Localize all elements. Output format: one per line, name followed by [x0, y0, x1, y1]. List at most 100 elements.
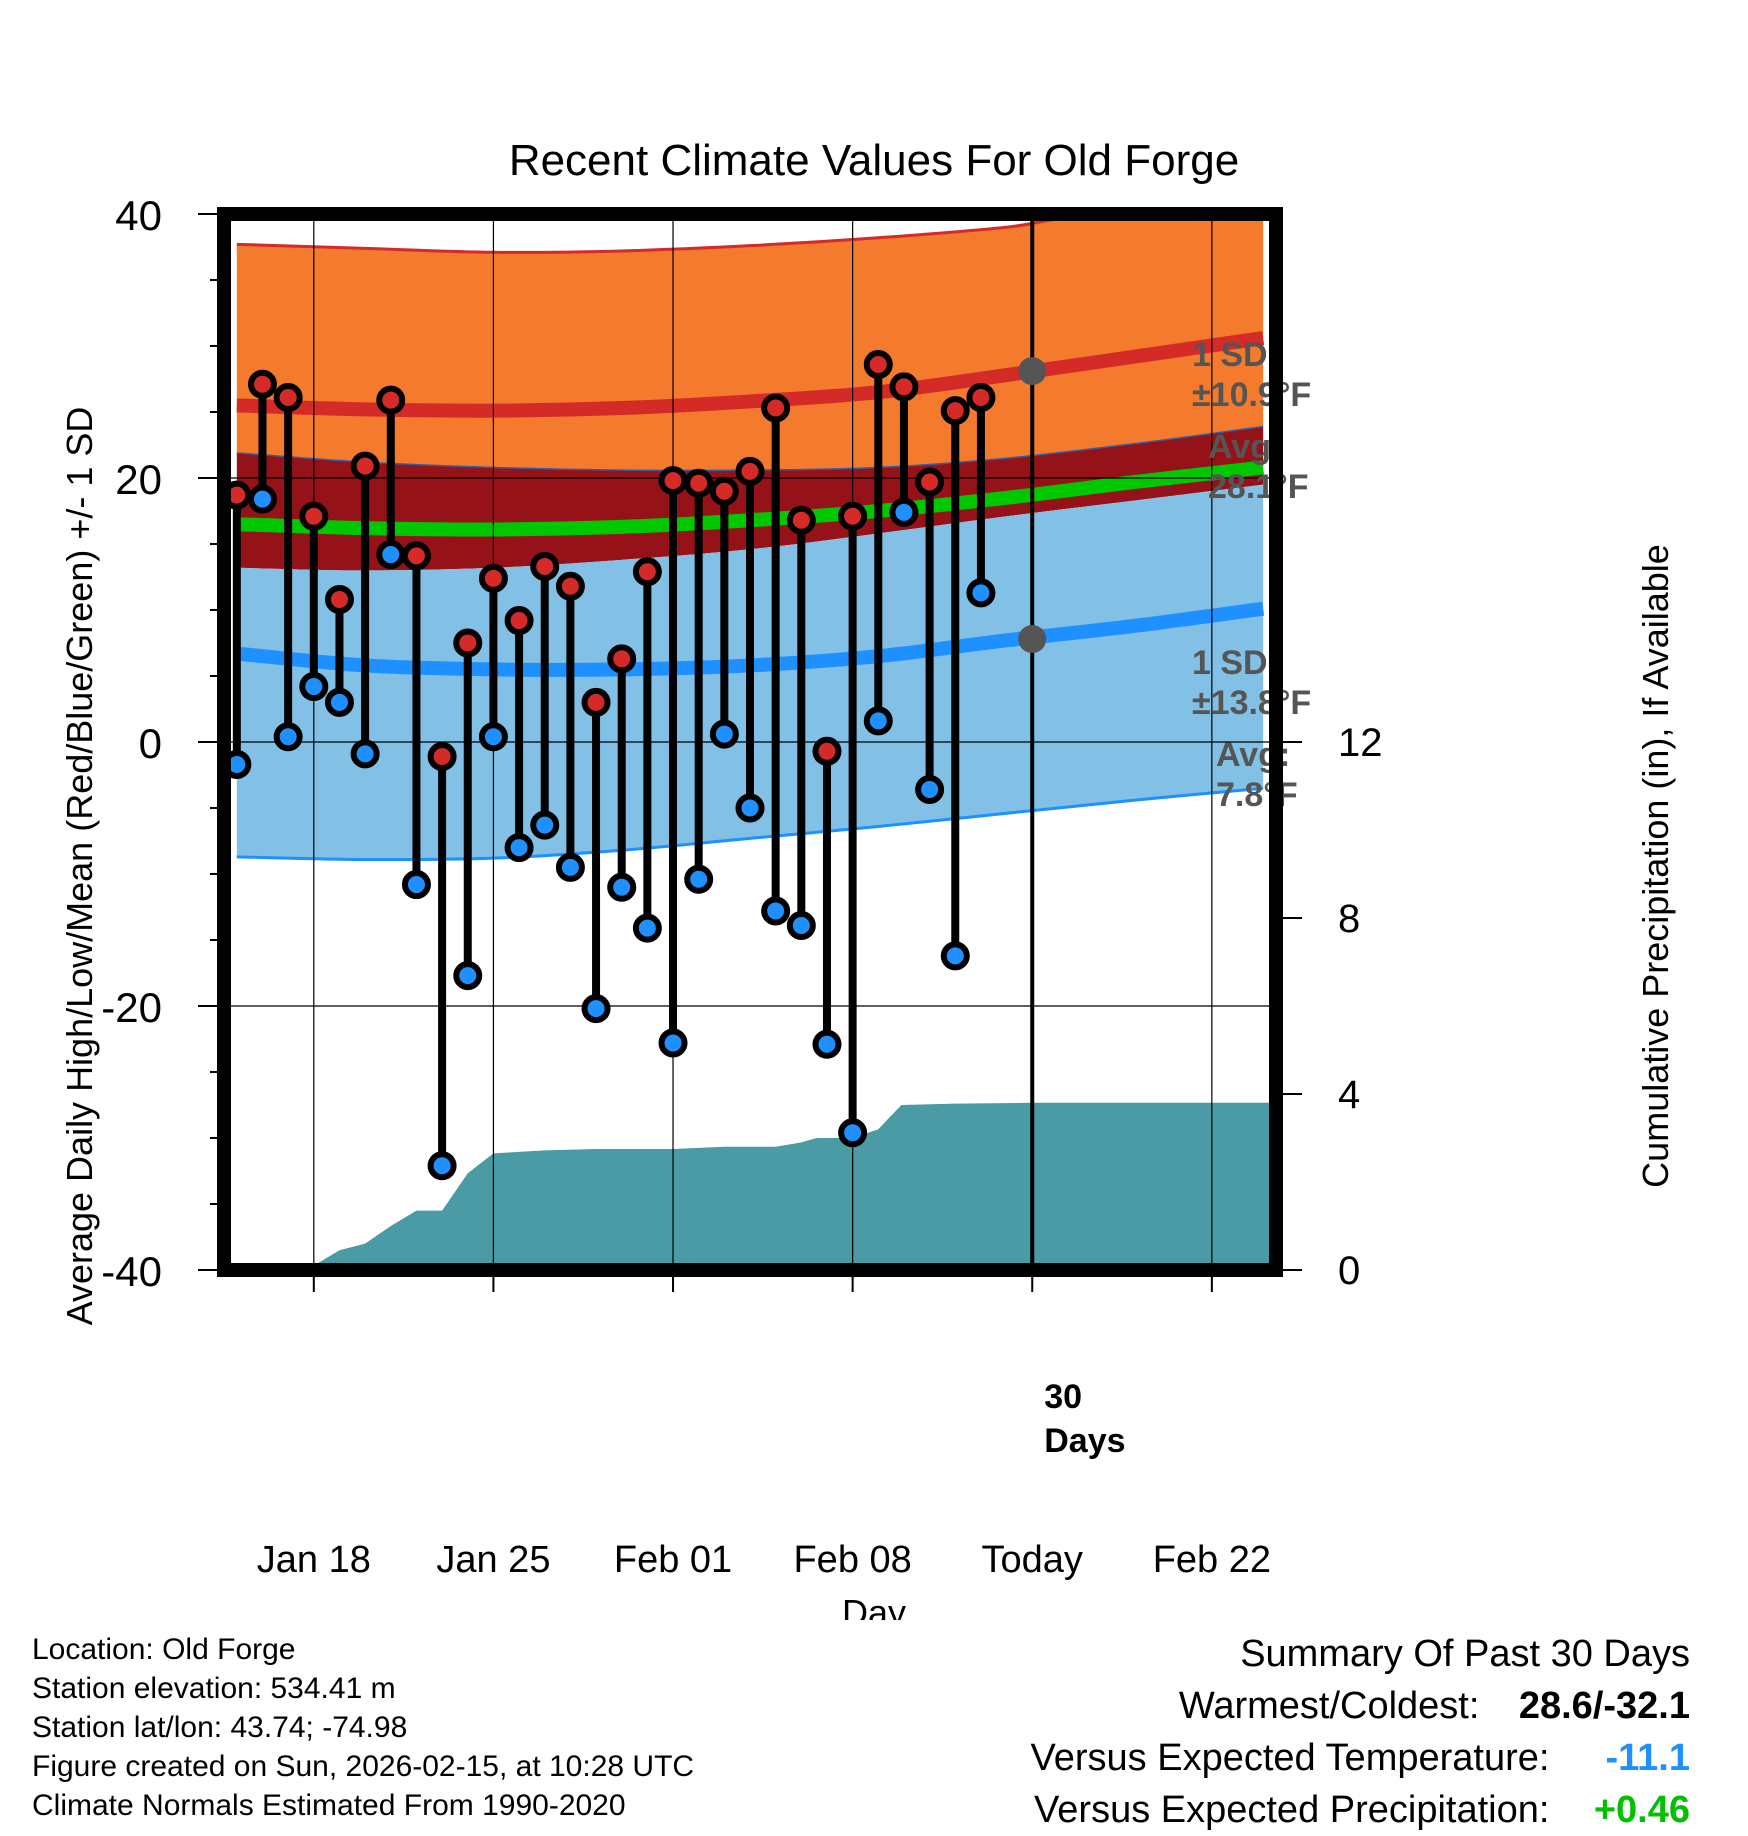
days-window-label: 30 Days [1044, 1378, 1125, 1460]
low-avg-marker [1018, 625, 1047, 654]
daily-low-point [504, 833, 534, 863]
location-text: Location: Old Forge [32, 1633, 296, 1666]
x-tick-label: Jan 25 [436, 1539, 550, 1581]
y2-axis-label: Cumulative Precipitation (in), If Availa… [1635, 544, 1676, 1188]
daily-high-point [632, 557, 662, 587]
y-tick-label: 40 [115, 192, 162, 239]
daily-low-point [453, 961, 483, 991]
daily-low-point [863, 706, 893, 736]
high-sd-annotation-line: 1 SD: [1192, 336, 1279, 374]
y-tick-label: 20 [115, 456, 162, 503]
daily-low-point [709, 719, 739, 749]
normal-high-line [236, 331, 1265, 418]
daily-low-point [658, 1028, 688, 1058]
daily-high-point [709, 476, 739, 506]
y-tick-label: -40 [101, 1248, 162, 1295]
daily-high-point [761, 393, 791, 423]
daily-low-point [555, 852, 585, 882]
high-avg-annotation-line: 28.1°F [1208, 468, 1309, 506]
x-tick-label: Jan 18 [257, 1539, 371, 1581]
daily-high-point [607, 644, 637, 674]
low-sd-annotation-line: ±13.8°F [1192, 684, 1311, 722]
climate-chart: Recent Climate Values For Old Forge 1 SD… [59, 136, 1676, 1620]
daily-high-point [530, 551, 560, 581]
daily-low-point [761, 896, 791, 926]
summary-heading: Summary Of Past 30 Days [1240, 1633, 1690, 1675]
daily-low-point [530, 810, 560, 840]
precipitation-departure-value: +0.46 [1593, 1789, 1690, 1831]
x-tick-label: Feb 01 [614, 1539, 732, 1581]
temperature-departure-label: Versus Expected Temperature: [1030, 1737, 1550, 1779]
daily-high-point [555, 571, 585, 601]
daily-low-point [684, 864, 714, 894]
y2-tick-label: 0 [1338, 1249, 1360, 1293]
high-sd-annotation-line: ±10.9°F [1192, 376, 1311, 414]
daily-high-point [478, 563, 508, 593]
daily-low-point [299, 672, 329, 702]
chart-title: Recent Climate Values For Old Forge [509, 136, 1239, 185]
daily-low-point [786, 910, 816, 940]
x-tick-label: Today [982, 1539, 1083, 1581]
high-sd-annotation: 1 SD: ±10.9°F [1192, 336, 1311, 414]
low-sd-annotation-line: 1 SD: [1192, 644, 1279, 682]
daily-low-point [376, 540, 406, 570]
daily-high-point [812, 736, 842, 766]
y-tick-label: -20 [101, 984, 162, 1031]
warmest-coldest-value: 28.6/-32.1 [1518, 1685, 1690, 1727]
normals-text: Climate Normals Estimated From 1990-2020 [32, 1789, 626, 1822]
daily-low-point [427, 1151, 457, 1181]
daily-low-point [581, 994, 611, 1024]
low-sd-lower-line [236, 786, 1264, 862]
high-avg-marker [1018, 357, 1047, 386]
daily-high-point [940, 396, 970, 426]
daily-high-point [915, 467, 945, 497]
daily-low-point [247, 484, 277, 514]
daily-high-point [786, 505, 816, 535]
daily-low-point [478, 722, 508, 752]
warmest-coldest-label: Warmest/Coldest: [1178, 1685, 1480, 1727]
daily-high-point [299, 501, 329, 531]
daily-high-point [453, 628, 483, 658]
daily-low-point [812, 1029, 842, 1059]
daily-high-point [350, 451, 380, 481]
daily-high-point [966, 382, 996, 412]
daily-high-point [427, 742, 457, 772]
daily-low-point [735, 793, 765, 823]
y-axis-label: Average Daily High/Low/Mean (Red/Blue/Gr… [59, 407, 100, 1326]
daily-high-point [889, 372, 919, 402]
created-text: Figure created on Sun, 2026-02-15, at 10… [32, 1750, 695, 1783]
plot-area [224, 214, 1276, 1270]
daily-high-point [401, 541, 431, 571]
daily-high-point [273, 382, 303, 412]
y-tick-label: 0 [139, 720, 162, 767]
daily-high-point [684, 468, 714, 498]
daily-low-point [889, 497, 919, 527]
daily-high-point [324, 584, 354, 614]
warmest-coldest-row: Warmest/Coldest: 28.6/-32.1 [1031, 1680, 1690, 1732]
precipitation-departure-label: Versus Expected Precipitation: [1034, 1789, 1550, 1831]
y2-tick-label: 12 [1338, 721, 1383, 765]
daily-low-point [273, 722, 303, 752]
precipitation-area [303, 1102, 1276, 1270]
x-axis-label: Day [842, 1592, 906, 1620]
daily-low-point [966, 578, 996, 608]
daily-low-point [607, 872, 637, 902]
daily-high-point [838, 501, 868, 531]
days-window-label-line: Days [1044, 1422, 1125, 1460]
daily-high-point [247, 369, 277, 399]
daily-high-point [581, 687, 611, 717]
y2-tick-label: 8 [1338, 897, 1360, 941]
elevation-text: Station elevation: 534.41 m [32, 1672, 396, 1705]
latlon-text: Station lat/lon: 43.74; -74.98 [32, 1711, 408, 1744]
low-sd-annotation: 1 SD: ±13.8°F [1192, 644, 1311, 722]
daily-low-point [940, 941, 970, 971]
daily-high-point [863, 349, 893, 379]
daily-low-point [401, 870, 431, 900]
daily-high-point [658, 466, 688, 496]
precipitation-departure-row: Versus Expected Precipitation: +0.46 [1031, 1784, 1690, 1836]
daily-low-point [838, 1118, 868, 1148]
station-info: Location: Old Forge Station elevation: 5… [32, 1630, 694, 1825]
daily-low-point [915, 775, 945, 805]
temperature-departure-value: -11.1 [1605, 1737, 1690, 1779]
daily-low-point [350, 739, 380, 769]
